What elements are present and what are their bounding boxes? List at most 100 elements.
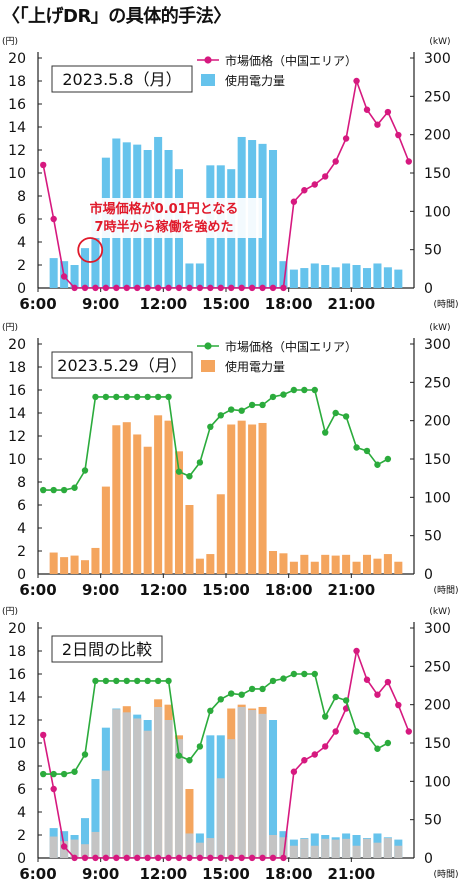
x-tick-label: 15:00: [202, 295, 250, 313]
usage-bar-overlap: [342, 838, 351, 858]
usage-bar: [70, 555, 79, 574]
legend-label-usage: 使用電力量: [225, 73, 285, 88]
usage-bar: [60, 557, 69, 574]
price-point: [395, 131, 402, 139]
left-tick-label: 4: [17, 235, 26, 251]
usage-bar-overlap: [394, 845, 403, 858]
usage-bar: [101, 486, 110, 574]
usage-bar-overlap: [331, 839, 340, 858]
price-point: [228, 406, 235, 413]
usage-bar-overlap: [310, 845, 319, 858]
price-point: [92, 677, 99, 685]
price-point: [280, 284, 287, 292]
x-tick-label: 21:00: [327, 295, 375, 313]
x-tick-label: 6:00: [19, 581, 56, 599]
price-point: [123, 854, 130, 862]
left-tick-label: 18: [8, 360, 26, 376]
price-point: [405, 158, 412, 165]
price-point: [363, 106, 371, 113]
usage-bar-overlap: [122, 712, 131, 858]
price-point: [405, 728, 412, 735]
right-tick-label: 250: [424, 375, 451, 391]
right-tick-label: 0: [424, 851, 433, 867]
usage-bar-overlap: [49, 836, 58, 858]
price-point: [134, 284, 141, 292]
usage-bar: [342, 554, 351, 574]
price-point: [207, 707, 214, 714]
usage-bar-0508: [206, 735, 215, 858]
usage-bar-overlap: [279, 837, 288, 858]
price-point: [353, 728, 360, 735]
right-tick-label: 150: [424, 736, 451, 752]
usage-bar: [143, 446, 152, 574]
left-tick-label: 18: [8, 74, 26, 90]
price-point: [50, 215, 57, 223]
usage-bar: [154, 415, 163, 574]
price-point: [50, 486, 57, 494]
usage-bar: [342, 263, 351, 288]
left-tick-label: 0: [17, 851, 26, 867]
usage-bar: [195, 263, 204, 288]
price-point: [165, 393, 172, 401]
x-axis-unit: (時間): [433, 585, 458, 596]
price-point: [269, 854, 277, 862]
usage-bar-overlap: [91, 831, 100, 858]
legend-dot-marker: [204, 56, 212, 64]
price-point: [154, 393, 162, 401]
price-point: [342, 135, 350, 142]
price-point: [353, 444, 360, 451]
price-line: [43, 673, 389, 775]
left-tick-label: 16: [8, 97, 26, 113]
left-tick-label: 4: [17, 521, 26, 537]
usage-bar-overlap: [258, 713, 267, 858]
price-point: [384, 739, 392, 747]
chart-title: 2日間の比較: [62, 640, 152, 659]
price-point: [332, 158, 339, 165]
price-point: [248, 854, 256, 862]
price-point: [269, 393, 277, 401]
price-point: [40, 486, 47, 494]
price-point: [228, 854, 235, 862]
price-point: [113, 677, 120, 685]
price-point: [71, 284, 78, 292]
legend-dot-marker: [204, 342, 212, 350]
right-tick-label: 100: [424, 490, 451, 506]
price-point: [363, 731, 371, 739]
right-tick-label: 200: [424, 414, 451, 430]
left-tick-label: 16: [8, 667, 26, 683]
price-point: [144, 393, 151, 401]
legend-square-marker: [201, 360, 215, 372]
price-point: [123, 284, 130, 292]
usage-bar: [216, 494, 225, 574]
price-point: [113, 393, 120, 401]
price-point: [280, 391, 287, 398]
price-point: [322, 743, 329, 750]
usage-bar-overlap: [268, 835, 278, 858]
usage-bar: [362, 268, 372, 288]
price-point: [217, 854, 224, 862]
price-point: [207, 284, 214, 292]
price-point: [259, 401, 266, 409]
price-point: [102, 854, 110, 862]
usage-bar: [164, 420, 173, 574]
price-point: [81, 854, 89, 862]
price-point: [144, 284, 151, 292]
usage-bar: [133, 434, 142, 574]
price-point: [301, 187, 308, 194]
left-tick-label: 4: [17, 805, 26, 821]
price-point: [113, 854, 120, 862]
annotation-background: [66, 198, 262, 238]
price-point: [165, 677, 172, 685]
price-point: [154, 854, 162, 862]
usage-bar-0508: [91, 779, 100, 858]
usage-bar-overlap: [195, 842, 204, 858]
price-point: [301, 386, 308, 394]
left-tick-label: 18: [8, 644, 26, 660]
usage-bar: [80, 248, 90, 288]
price-point: [228, 284, 235, 292]
price-point: [280, 675, 287, 682]
x-tick-label: 21:00: [327, 581, 375, 599]
price-point: [123, 677, 130, 685]
x-tick-label: 12:00: [139, 581, 187, 599]
usage-bar: [112, 425, 121, 574]
